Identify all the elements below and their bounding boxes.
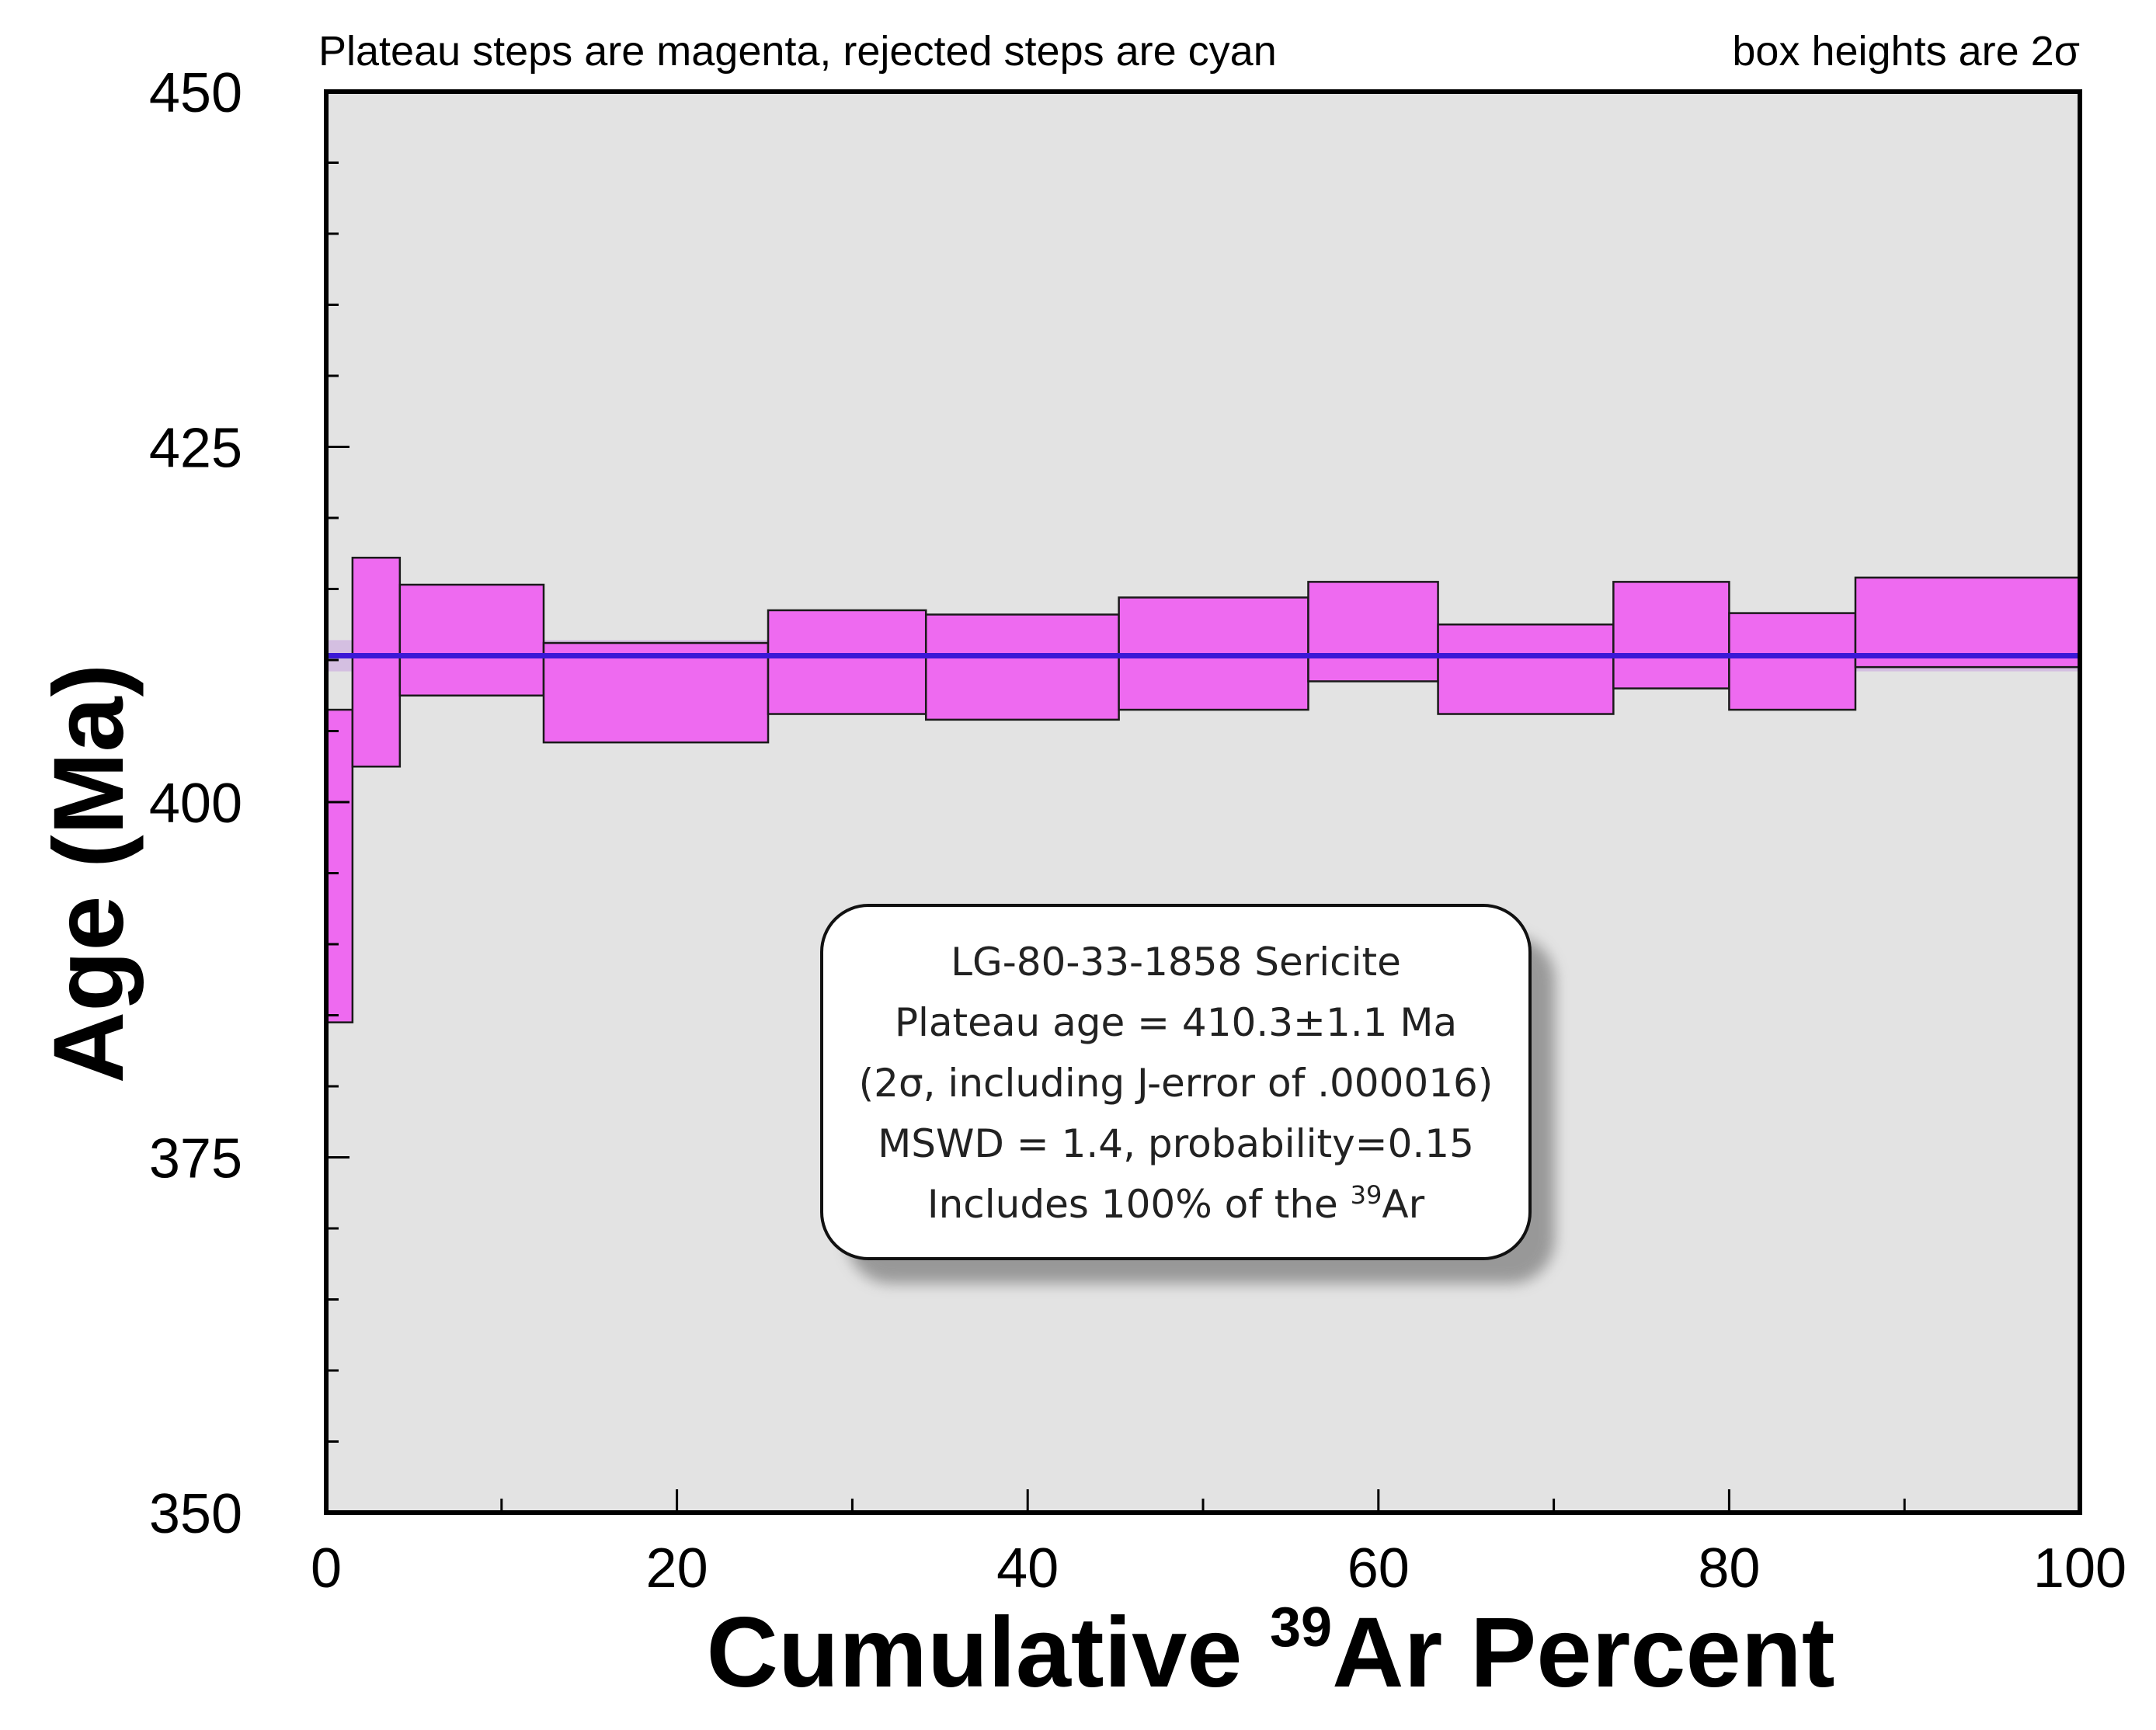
x-tick-label: 40: [996, 1537, 1059, 1600]
y-tick-label: 425: [149, 418, 242, 480]
y-tick-label: 450: [149, 62, 242, 124]
step-box: [542, 641, 770, 744]
x-tick-label: 80: [1698, 1537, 1760, 1600]
top-note-right: box heights are 2σ: [1732, 28, 2080, 75]
x-tick-labels: 0 20 40 60 80 100: [311, 1537, 2126, 1600]
y-tick-label: 400: [149, 773, 242, 835]
x-tick-label: 100: [2033, 1537, 2126, 1600]
info-includes-suffix: Ar: [1382, 1182, 1424, 1227]
step-box: [924, 613, 1120, 721]
step-box: [1728, 612, 1857, 711]
y-axis-title: Age (Ma): [33, 664, 144, 1083]
step-boxes: [325, 556, 2081, 1023]
info-mswd: MSWD = 1.4, probability=0.15: [878, 1121, 1474, 1166]
x-axis-title: Cumulative 39Ar Percent: [707, 1596, 1835, 1708]
info-includes-prefix: Includes 100% of the: [927, 1182, 1351, 1227]
x-axis-title-prefix: Cumulative: [707, 1597, 1271, 1708]
info-plateau-age: Plateau age = 410.3±1.1 Ma: [895, 1000, 1457, 1045]
x-tick-label: 20: [646, 1537, 708, 1600]
step-box: [1437, 624, 1615, 715]
info-sample-name: LG-80-33-1858 Sericite: [951, 940, 1401, 985]
x-axis-title-superscript: 39: [1270, 1596, 1332, 1659]
plot-area: [326, 92, 2080, 1513]
step-box: [1612, 581, 1730, 690]
info-includes-superscript: 39: [1351, 1180, 1382, 1210]
y-tick-labels: 350 375 400 425 450: [149, 62, 242, 1545]
y-tick-label: 375: [149, 1128, 242, 1190]
x-tick-label: 60: [1348, 1537, 1410, 1600]
step-box: [767, 609, 927, 715]
step-box: [398, 583, 545, 697]
info-box-panel: [820, 904, 1532, 1260]
step-box: [1854, 576, 2081, 669]
top-note-left: Plateau steps are magenta, rejected step…: [318, 28, 1277, 75]
info-includes: Includes 100% of the 39Ar: [927, 1180, 1425, 1227]
y-tick-label: 350: [149, 1483, 242, 1545]
x-tick-label: 0: [311, 1537, 342, 1600]
x-axis-title-suffix: Ar Percent: [1332, 1597, 1834, 1708]
info-error-note: (2σ, including J-error of .000016): [859, 1061, 1494, 1106]
info-box: LG-80-33-1858 Sericite Plateau age = 410…: [820, 904, 1555, 1284]
step-box: [325, 708, 354, 1023]
step-box: [351, 556, 402, 768]
step-box: [1307, 581, 1439, 683]
axis-ticks: [325, 90, 2081, 1514]
